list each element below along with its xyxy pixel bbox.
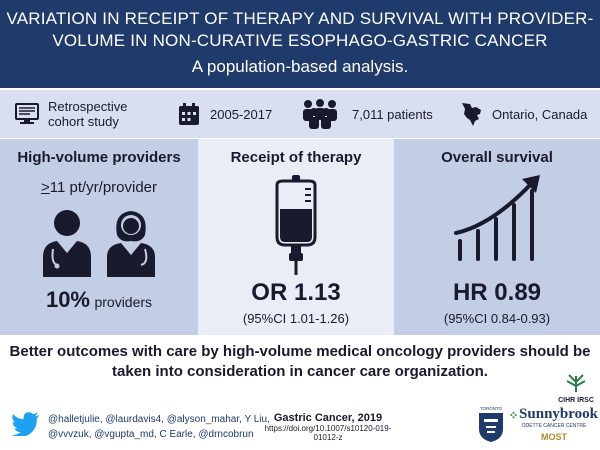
location-value: Ontario, Canada — [492, 106, 588, 122]
citation: Gastric Cancer, 2019 https://doi.org/10.… — [258, 412, 398, 442]
panel-receipt-therapy: Receipt of therapy OR 1.13 (95%CI 1.01-1… — [198, 139, 394, 335]
journal-name: Gastric Cancer, 2019 — [273, 412, 383, 424]
study-design: Retrospective cohort study — [14, 90, 127, 138]
survival-stat: HR 0.89 — [452, 279, 542, 306]
threshold-prefix: > — [40, 179, 50, 196]
patients-value: 7,011 patients — [352, 106, 433, 122]
cihr-leaf-icon — [566, 374, 586, 392]
panel-title-survival: Overall survival — [441, 149, 553, 166]
conclusion-line-1: Better outcomes with care by high-volume… — [9, 343, 591, 360]
toronto-crest-icon — [479, 413, 503, 442]
volume-stat: 10% providers — [0, 287, 198, 313]
conclusion: Better outcomes with care by high-volume… — [0, 342, 600, 382]
design-line-2: cohort study — [48, 114, 119, 129]
panel-high-volume: High-volume providers >11 pt/yr/provider… — [0, 139, 198, 335]
patient-count: 7,011 patients — [298, 90, 433, 138]
sunnybrook-logo: Sunnybrook ODETTE CANCER CENTRE MOST — [510, 406, 598, 442]
handles-line-1[interactable]: @halletjulie, @laurdavis4, @alyson_mahar… — [48, 414, 270, 425]
study-location: Ontario, Canada — [460, 90, 587, 138]
title-line-1: VARIATION IN RECEIPT OF THERAPY AND SURV… — [6, 9, 594, 28]
study-info-strip: Retrospective cohort study 2005-2017 — [0, 90, 600, 138]
survival-ci: (95%CI 0.84-0.93) — [443, 311, 551, 326]
subtitle: A population-based analysis. — [191, 57, 409, 76]
crowd-icon — [303, 99, 337, 129]
panel-title-therapy: Receipt of therapy — [230, 149, 362, 166]
cihr-logo: CIHR IRSC — [556, 372, 596, 404]
volume-stat-value: 10% — [45, 287, 90, 312]
computer-icon — [15, 103, 39, 124]
volume-threshold: >11 pt/yr/provider — [0, 179, 198, 196]
doctors-icon — [43, 210, 155, 277]
threshold-rest: 11 pt/yr/provider — [49, 179, 158, 196]
most-text: MOST — [541, 432, 567, 442]
rising-bars-icon — [454, 175, 540, 261]
volume-stat-label: providers — [94, 294, 153, 310]
sunnybrook-text: Sunnybrook — [519, 406, 598, 422]
study-years: 2005-2017 — [178, 90, 272, 138]
conclusion-line-2: taken into consideration in cancer care … — [112, 363, 488, 380]
ontario-map-icon — [462, 103, 481, 126]
design-line-1: Retrospective — [48, 99, 128, 114]
therapy-ci: (95%CI 1.01-1.26) — [242, 311, 350, 326]
years-value: 2005-2017 — [210, 106, 273, 122]
handles-line-2[interactable]: @vvvzuk, @vgupta_md, C Earle, @drncobrun — [48, 429, 254, 440]
calendar-icon — [179, 103, 199, 125]
iv-bag-icon — [275, 175, 317, 275]
panel-title-volume: High-volume providers — [17, 149, 181, 166]
panel-overall-survival: Overall survival HR 0.89 (95%CI 0.84-0.9… — [394, 139, 600, 335]
title-line-2: VOLUME IN NON-CURATIVE ESOPHAGO-GASTRIC … — [52, 31, 548, 50]
toronto-text: TORONTO — [479, 406, 503, 411]
therapy-stat: OR 1.13 — [251, 279, 341, 306]
author-handles: @halletjulie, @laurdavis4, @alyson_mahar… — [48, 412, 270, 442]
odette-text: ODETTE CANCER CENTRE — [521, 423, 587, 429]
sunnybrook-mark-icon — [510, 411, 517, 418]
doi-link[interactable]: https://doi.org/10.1007/s10120-019-01012… — [264, 424, 392, 442]
header: VARIATION IN RECEIPT OF THERAPY AND SURV… — [0, 0, 600, 88]
cihr-text: CIHR IRSC — [558, 397, 594, 404]
toronto-logo: TORONTO — [476, 406, 506, 444]
twitter-icon[interactable] — [12, 412, 40, 436]
